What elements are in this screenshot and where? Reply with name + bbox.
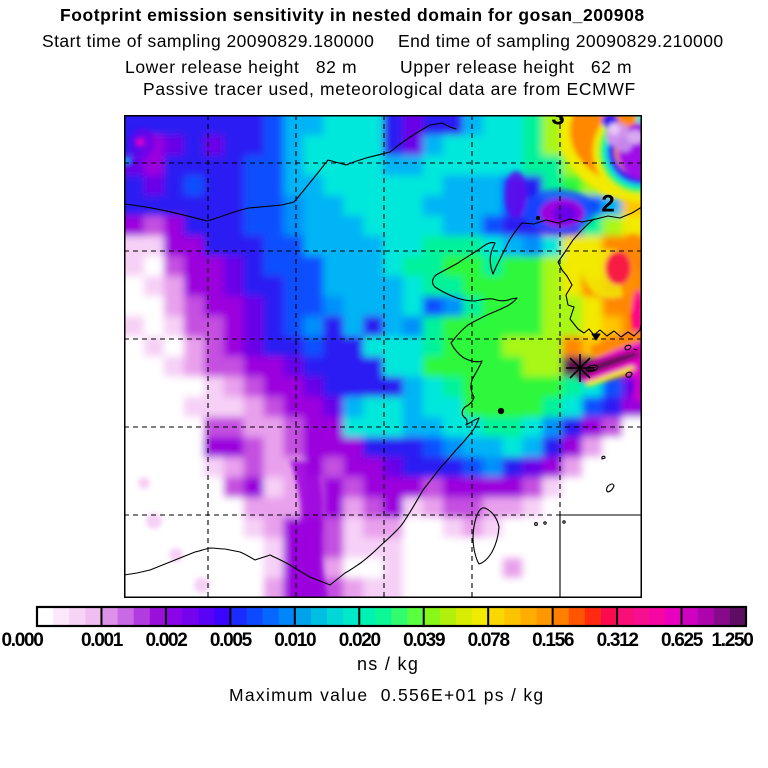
svg-text:3: 3	[551, 115, 564, 131]
svg-text:2: 2	[601, 191, 614, 218]
